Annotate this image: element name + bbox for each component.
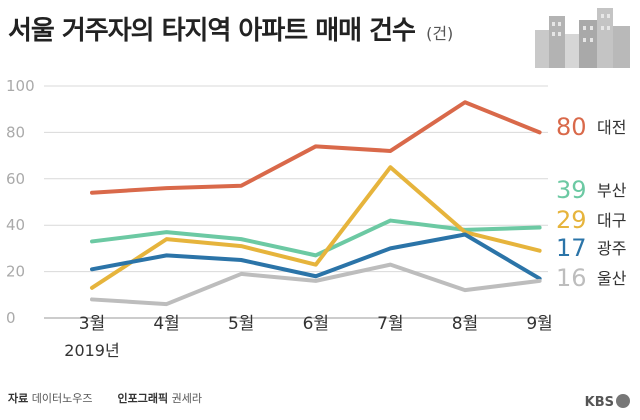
- y-tick-label: 40: [6, 216, 25, 234]
- y-tick-label: 60: [6, 170, 25, 188]
- buildings-icon: [535, 8, 630, 68]
- x-tick-label: 4월: [153, 314, 179, 334]
- x-tick-label: 3월: [79, 314, 105, 334]
- end-value-label: 39: [556, 176, 587, 204]
- series-name-label: 광주: [597, 239, 626, 258]
- y-tick-label: 100: [6, 77, 35, 95]
- x-tick-label: 6월: [303, 314, 329, 334]
- series-name-label: 대전: [597, 118, 626, 137]
- y-tick-label: 80: [6, 123, 25, 141]
- x-year-label: 2019년: [64, 341, 119, 360]
- end-value-label: 80: [556, 113, 587, 141]
- chart-title-area: 서울 거주자의 타지역 아파트 매매 건수 (건): [8, 10, 453, 47]
- y-tick-label: 0: [6, 309, 16, 327]
- chart-title: 서울 거주자의 타지역 아파트 매매 건수: [8, 16, 416, 46]
- end-value-label: 16: [556, 264, 587, 292]
- unit-label: (건): [426, 24, 454, 43]
- source-label: 자료: [8, 392, 29, 405]
- graphic-label: 인포그래픽: [117, 392, 169, 405]
- series-line-대구: [90, 165, 542, 290]
- series-name-label: 대구: [597, 211, 626, 230]
- footer-credits: 자료 데이터노우즈 인포그래픽 권세라: [8, 390, 202, 406]
- y-tick-label: 20: [6, 263, 25, 281]
- brand-text: KBS: [584, 395, 614, 410]
- x-tick-label: 9월: [526, 314, 552, 334]
- kbs-circle-icon: [616, 394, 630, 408]
- graphic-value: 권세라: [171, 392, 202, 405]
- series-name-label: 부산: [597, 181, 627, 200]
- source-value: 데이터노우즈: [31, 392, 93, 405]
- series-name-label: 울산: [597, 269, 627, 288]
- end-value-label: 29: [556, 206, 587, 234]
- x-tick-label: 5월: [228, 314, 254, 334]
- end-value-label: 17: [556, 234, 587, 262]
- x-tick-label: 7월: [377, 314, 403, 334]
- series-line-울산: [90, 262, 542, 307]
- kbs-logo: KBS: [585, 394, 630, 410]
- x-tick-label: 8월: [452, 314, 478, 334]
